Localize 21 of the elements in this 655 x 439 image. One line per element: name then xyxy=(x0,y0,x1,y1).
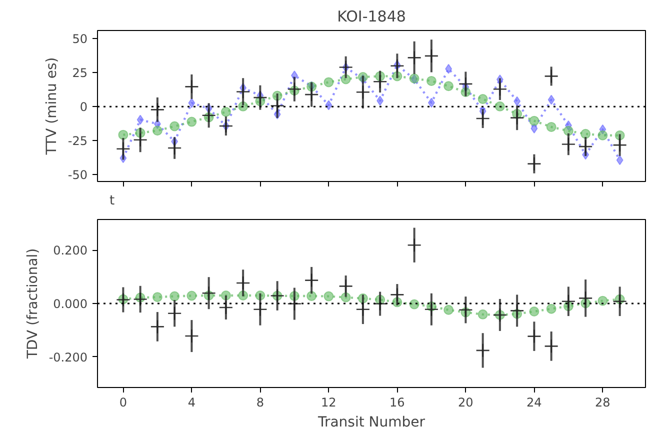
y-axis-title: TDV (fractional) xyxy=(24,248,41,360)
y-tick-label: -50 xyxy=(68,168,88,182)
x-tick-label: 12 xyxy=(321,396,336,410)
y-tick-label: 0.200 xyxy=(53,244,88,258)
x-tick-label: 0 xyxy=(119,396,128,410)
y-tick-label: 0 xyxy=(80,100,88,114)
y-tick-label: -25 xyxy=(68,134,88,148)
y-tick-label: -0.200 xyxy=(48,350,88,364)
x-axis-title: Transit Number xyxy=(316,414,426,430)
text: t xyxy=(110,194,115,208)
x-tick-label: 16 xyxy=(390,396,405,410)
x-tick-label: 28 xyxy=(595,396,610,410)
chart-title: KOI-1848 xyxy=(337,8,406,26)
x-tick-label: 4 xyxy=(188,396,196,410)
x-tick-label: 8 xyxy=(256,396,264,410)
x-tick-label: 20 xyxy=(458,396,474,410)
x-tick-label: 24 xyxy=(526,396,542,410)
y-tick-label: 25 xyxy=(72,66,88,80)
y-tick-label: 50 xyxy=(72,32,88,46)
y-tick-label: 0.000 xyxy=(53,297,88,311)
y-axis-title: TTV (minu es) xyxy=(44,57,60,156)
